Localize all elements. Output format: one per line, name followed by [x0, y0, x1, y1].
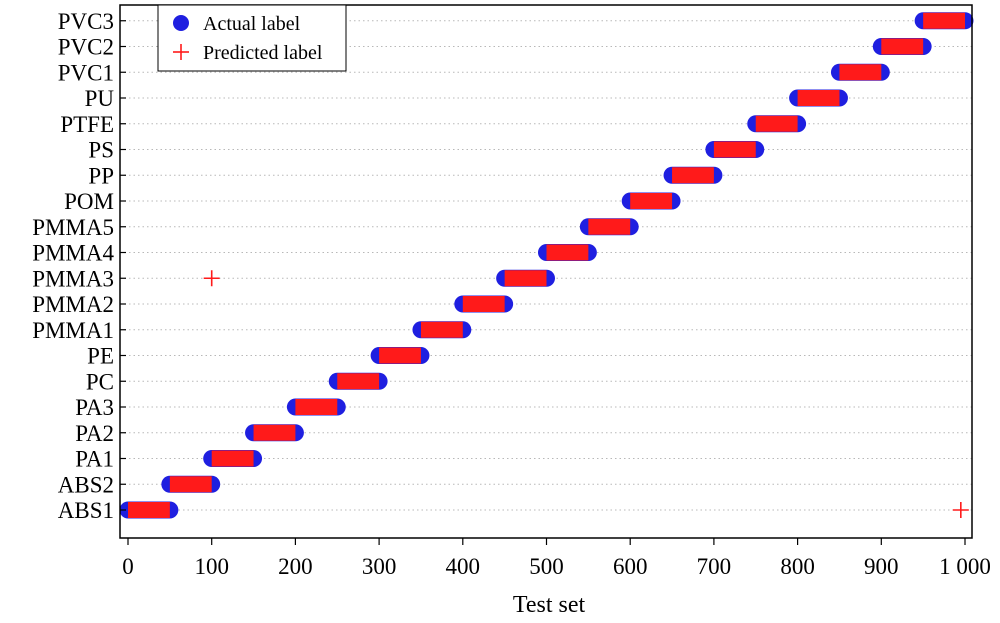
x-axis: 0 100 200 300 400 500 600 700 800 900 1 000: [122, 538, 991, 579]
x-tick-label: 600: [613, 554, 648, 579]
predicted-label-segment: [128, 502, 170, 518]
x-tick-label: 700: [697, 554, 732, 579]
predicted-label-segment: [881, 38, 924, 55]
predicted-label-segment: [211, 450, 254, 467]
y-tick-label: PE: [87, 344, 114, 369]
plot-marks: [119, 12, 974, 519]
y-tick-label: PU: [85, 86, 115, 111]
predicted-label-segment: [504, 270, 547, 287]
x-tick-label: 800: [780, 554, 815, 579]
y-tick-label: PS: [88, 138, 114, 163]
predicted-label-segment: [630, 193, 673, 209]
y-tick-label: PA3: [75, 395, 114, 420]
predicted-label-segment: [797, 90, 840, 106]
predicted-label-segment: [713, 141, 756, 158]
predicted-label-segment: [379, 347, 421, 364]
legend-actual-marker: [173, 15, 189, 31]
predicted-label-segment: [588, 218, 631, 235]
predicted-outlier-marker: [203, 270, 220, 287]
y-tick-label: PVC1: [58, 60, 114, 85]
x-tick-label: 300: [362, 554, 397, 579]
x-tick-label: 100: [194, 554, 229, 579]
y-tick-label: PMMA1: [32, 318, 114, 343]
predicted-label-segment: [672, 167, 714, 184]
x-tick-label: 200: [278, 554, 313, 579]
x-tick-label: 400: [446, 554, 481, 579]
y-tick-label: POM: [64, 189, 114, 214]
x-tick-label: 500: [529, 554, 564, 579]
predicted-label-segment: [169, 476, 212, 493]
predicted-label-segment: [337, 373, 380, 390]
y-tick-label: PP: [88, 163, 114, 188]
y-tick-label: PMMA4: [32, 241, 114, 266]
predicted-label-segment: [462, 296, 505, 312]
predicted-label-segment: [546, 244, 589, 261]
predicted-label-segment: [295, 399, 338, 415]
y-tick-label: PMMA2: [32, 292, 114, 317]
y-tick-label: PVC2: [58, 35, 114, 60]
legend-actual-label: Actual label: [203, 13, 301, 35]
y-tick-label: ABS1: [58, 498, 114, 523]
y-tick-label: PMMA5: [32, 215, 114, 240]
y-tick-label: PTFE: [60, 112, 114, 137]
predicted-label-segment: [755, 115, 798, 132]
legend-predicted-label: Predicted label: [203, 42, 323, 64]
x-tick-label: 0: [122, 554, 134, 579]
y-tick-label: PVC3: [58, 9, 114, 34]
y-tick-label: PMMA3: [32, 266, 114, 291]
x-tick-label: 1 000: [939, 554, 991, 579]
x-axis-title: Test set: [513, 592, 586, 618]
x-tick-label: 900: [864, 554, 899, 579]
predicted-outlier-marker: [952, 502, 969, 518]
y-axis: ABS1ABS2PA1PA2PA3PCPEPMMA1PMMA2PMMA3PMMA…: [32, 9, 126, 523]
legend: Actual label Predicted label: [157, 4, 347, 72]
y-tick-label: PC: [86, 369, 114, 394]
y-tick-label: ABS2: [58, 472, 114, 497]
predicted-label-segment: [253, 424, 296, 441]
y-tick-label: PA2: [75, 421, 114, 446]
predicted-label-segment: [923, 12, 965, 29]
y-tick-label: PA1: [75, 447, 114, 472]
predicted-label-segment: [839, 64, 882, 81]
legend-predicted-marker: [173, 44, 189, 60]
predicted-label-segment: [420, 321, 463, 338]
legend-box: [157, 4, 347, 72]
